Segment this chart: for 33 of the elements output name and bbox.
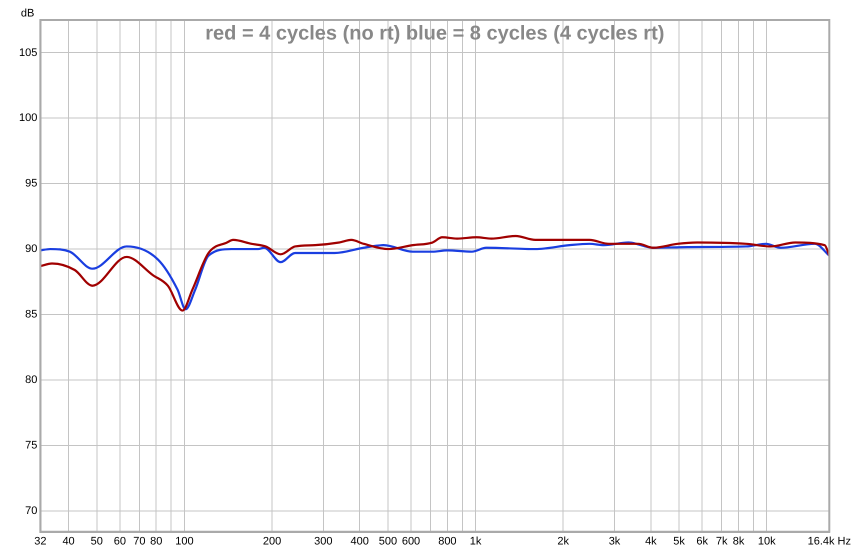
y-tick-label: 80	[25, 374, 38, 386]
x-tick-label: 80	[150, 535, 162, 548]
x-tick-label: 1k	[470, 535, 482, 548]
y-tick-label: 70	[25, 504, 38, 517]
x-tick-label: 600	[402, 535, 420, 548]
x-tick-label: 16.4k Hz	[808, 535, 852, 548]
x-tick-label: 100	[175, 535, 194, 548]
x-tick-label: 6k	[696, 535, 708, 548]
x-tick-label: 7k	[716, 535, 728, 548]
y-tick-label: 100	[18, 112, 38, 124]
x-tick-label: 300	[314, 535, 333, 548]
x-tick-label: 60	[114, 535, 126, 548]
x-tick-label: 400	[350, 535, 369, 548]
x-tick-label: 3k	[608, 535, 621, 548]
x-tick-label: 4k	[645, 535, 658, 548]
x-tick-label: 500	[378, 535, 398, 548]
y-tick-label: 85	[25, 308, 38, 321]
y-tick-label: 75	[25, 439, 38, 452]
y-tick-label: 90	[25, 243, 38, 256]
x-tick-label: 32	[34, 535, 46, 548]
x-tick-label: 200	[262, 535, 282, 548]
x-tick-label: 50	[90, 535, 103, 548]
x-tick-label: 2k	[557, 535, 570, 548]
x-tick-label: 70	[133, 535, 146, 548]
x-tick-label: 5k	[673, 535, 686, 548]
y-tick-label: 105	[18, 46, 38, 59]
x-tick-label: 8k	[732, 535, 745, 548]
x-tick-label: 800	[438, 535, 457, 548]
chart-title: red = 4 cycles (no rt) blue = 8 cycles (4 cycles rt)	[205, 22, 664, 45]
x-tick-label: 40	[62, 535, 75, 548]
y-tick-label: 95	[25, 178, 38, 190]
x-tick-label: 10k	[758, 535, 776, 548]
y-axis-title: dB	[20, 8, 34, 20]
